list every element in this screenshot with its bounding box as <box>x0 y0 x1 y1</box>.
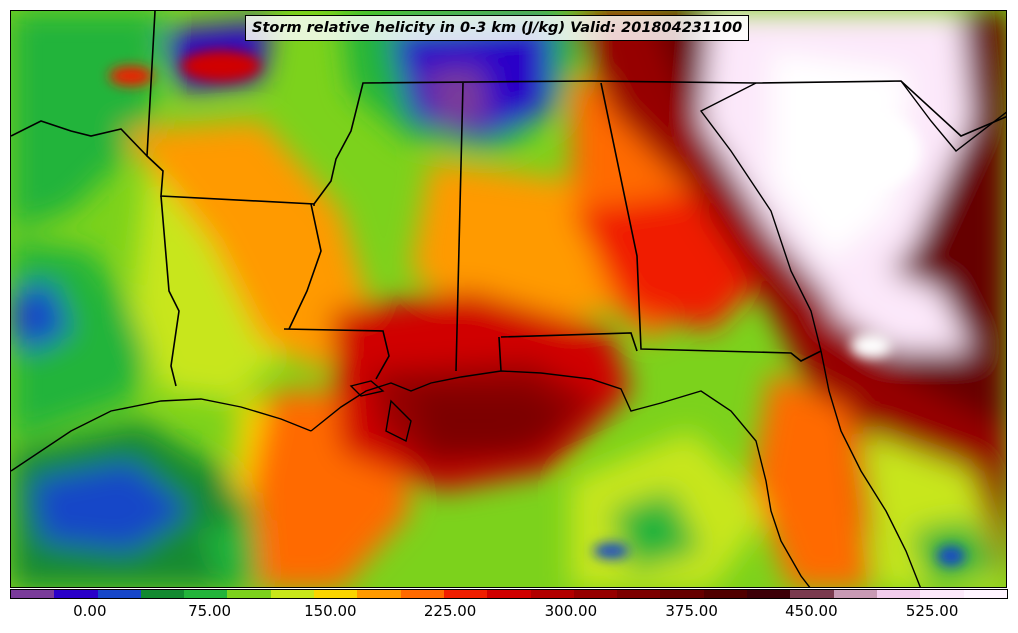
colorbar-tick-label: 225.00 <box>423 602 477 620</box>
colorbar-segment <box>833 590 877 598</box>
colorbar-tick-label: 525.00 <box>905 602 959 620</box>
colorbar-segment <box>920 590 964 598</box>
colorbar-segment <box>963 590 1007 598</box>
colorbar-segment <box>530 590 574 598</box>
colorbar-tick-label: 75.00 <box>188 602 232 620</box>
colorbar-segment <box>443 590 488 598</box>
colorbar-tick-label: 375.00 <box>665 602 718 620</box>
colorbar-segment <box>876 590 921 598</box>
colorbar-ticks: 0.00 75.00 150.00 225.00 300.00 375.00 450.00 5… <box>10 602 1008 624</box>
colorbar-tick-label: 150.00 <box>304 602 357 620</box>
colorbar-segment <box>140 590 185 598</box>
colorbar-tick-label: 0.00 <box>73 602 107 620</box>
colorbar-segment <box>357 590 401 598</box>
state-boundaries <box>11 11 1006 387</box>
colorbar-segment <box>400 590 444 598</box>
colorbar-segment <box>270 590 315 598</box>
colorbar-segment <box>703 590 748 598</box>
colorbar-segment <box>747 590 791 598</box>
colorbar-segment <box>184 590 228 598</box>
colorbar-segment <box>790 590 834 598</box>
colorbar-segment <box>660 590 704 598</box>
colorbar-segment <box>487 590 531 598</box>
map-canvas <box>11 11 1006 587</box>
colorbar-segment <box>227 590 271 598</box>
colorbar-tick-label: 300.00 <box>544 602 598 620</box>
coastline <box>11 80 1006 587</box>
map-title: Storm relative helicity in 0-3 km (J/kg)… <box>245 15 750 41</box>
colorbar-segment <box>617 590 661 598</box>
colorbar-segment <box>54 590 98 598</box>
colorbar-segment <box>314 590 358 598</box>
colorbar-segment <box>573 590 618 598</box>
colorbar <box>10 589 1008 599</box>
colorbar-segment <box>11 590 55 598</box>
helicity-speckle <box>109 50 965 566</box>
helicity-map <box>10 10 1007 588</box>
colorbar-tick-label: 450.00 <box>785 602 838 620</box>
colorbar-segment <box>97 590 141 598</box>
